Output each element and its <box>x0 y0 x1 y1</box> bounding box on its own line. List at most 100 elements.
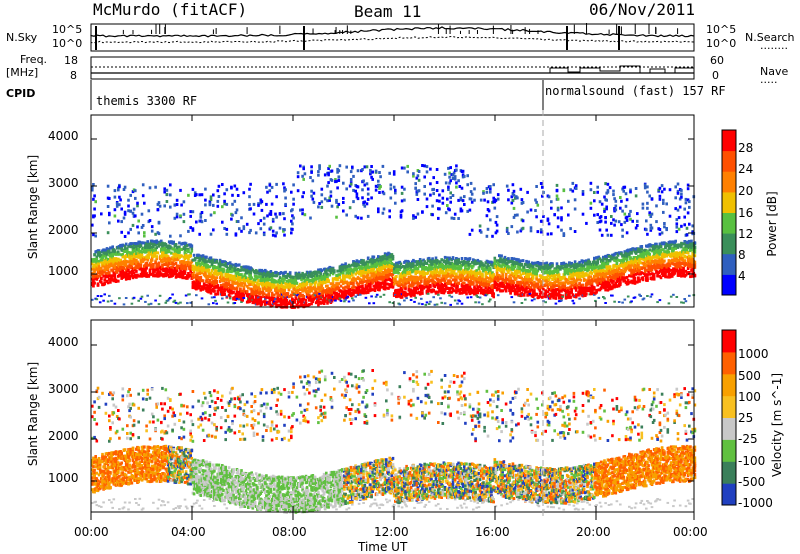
scatter-cell <box>176 203 179 206</box>
scatter-cell <box>279 212 282 215</box>
scatter-cell <box>339 276 342 279</box>
scatter-cell <box>274 213 277 216</box>
scatter-cell <box>317 170 320 173</box>
scatter-cell <box>412 214 415 217</box>
scatter-cell <box>253 213 256 216</box>
scatter-cell <box>446 287 449 290</box>
scatter-cell <box>162 269 165 272</box>
scatter-cell <box>247 287 250 290</box>
scatter-cell <box>93 282 96 285</box>
scatter-cell <box>390 197 393 200</box>
scatter-cell <box>431 267 434 270</box>
scatter-cell <box>310 287 313 290</box>
scatter-cell <box>366 182 369 185</box>
scatter-cell <box>195 294 198 296</box>
scatter-cell <box>297 171 300 174</box>
scatter-cell <box>140 265 143 268</box>
scatter-cell <box>290 231 293 234</box>
scatter-cell <box>129 228 132 231</box>
scatter-cell <box>342 210 345 213</box>
scatter-cell <box>271 186 274 189</box>
scatter-cell <box>210 195 213 198</box>
scatter-cell <box>377 180 380 183</box>
scatter-cell <box>237 194 240 197</box>
scatter-cell <box>235 211 238 214</box>
scatter-cell <box>212 302 215 304</box>
scatter-cell <box>272 272 275 275</box>
scatter-cell <box>342 290 345 293</box>
scatter-cell <box>350 178 353 181</box>
scatter-cell <box>377 210 380 213</box>
scatter-cell <box>102 300 105 302</box>
scatter-cell <box>272 230 275 233</box>
scatter-cell <box>423 193 426 196</box>
scatter-cell <box>414 182 417 185</box>
scatter-cell <box>414 187 417 190</box>
scatter-cell <box>269 184 272 187</box>
scatter-cell <box>275 274 278 277</box>
scatter-cell <box>202 279 205 282</box>
scatter-cell <box>406 268 409 271</box>
scatter-cell <box>221 183 224 186</box>
scatter-cell <box>342 201 345 204</box>
scatter-cell <box>131 303 134 305</box>
scatter-cell <box>339 164 342 167</box>
scatter-cell <box>340 280 343 283</box>
scatter-cell <box>94 235 97 238</box>
scatter-cell <box>154 233 157 236</box>
scatter-cell <box>236 298 239 300</box>
scatter-cell <box>92 198 95 201</box>
scatter-cell <box>248 188 251 191</box>
scatter-cell <box>367 188 370 191</box>
scatter-cell <box>330 190 333 193</box>
scatter-cell <box>413 294 416 297</box>
scatter-cell <box>403 300 406 302</box>
scatter-cell <box>180 204 183 207</box>
scatter-cell <box>209 202 212 205</box>
scatter-cell <box>172 263 175 266</box>
scatter-cell <box>386 283 389 286</box>
scatter-cell <box>255 231 258 234</box>
scatter-cell <box>249 183 252 186</box>
scatter-cell <box>357 216 360 219</box>
scatter-cell <box>383 273 386 276</box>
scatter-cell <box>128 276 131 279</box>
scatter-cell <box>179 302 182 304</box>
scatter-cell <box>103 282 106 285</box>
scatter-cell <box>198 284 201 287</box>
scatter-cell <box>310 165 313 168</box>
scatter-cell <box>383 208 386 211</box>
scatter-cell <box>136 225 139 228</box>
scatter-cell <box>155 255 158 258</box>
scatter-cell <box>432 296 435 298</box>
scatter-cell <box>292 183 295 186</box>
scatter-cell <box>442 202 445 205</box>
scatter-cell <box>263 217 266 220</box>
scatter-cell <box>210 289 213 292</box>
scatter-cell <box>413 301 416 303</box>
scatter-cell <box>453 289 456 292</box>
scatter-cell <box>236 188 239 191</box>
scatter-cell <box>150 273 153 276</box>
scatter-cell <box>114 196 117 199</box>
scatter-cell <box>283 234 286 237</box>
scatter-cell <box>316 277 319 280</box>
scatter-cell <box>208 303 211 305</box>
scatter-cell <box>401 167 404 170</box>
scatter-cell <box>305 299 308 302</box>
scatter-cell <box>208 268 211 271</box>
scatter-cell <box>161 260 164 263</box>
scatter-cell <box>291 222 294 225</box>
scatter-cell <box>302 167 305 170</box>
scatter-cell <box>265 203 268 206</box>
scatter-cell <box>367 215 370 218</box>
scatter-cell <box>374 289 377 292</box>
scatter-cell <box>428 280 431 283</box>
scatter-cell <box>263 233 266 236</box>
scatter-cell <box>192 210 195 213</box>
scatter-cell <box>275 195 278 198</box>
scatter-cell <box>444 173 447 176</box>
scatter-cell <box>161 245 164 248</box>
scatter-cell <box>282 212 285 215</box>
scatter-cell <box>426 198 429 201</box>
